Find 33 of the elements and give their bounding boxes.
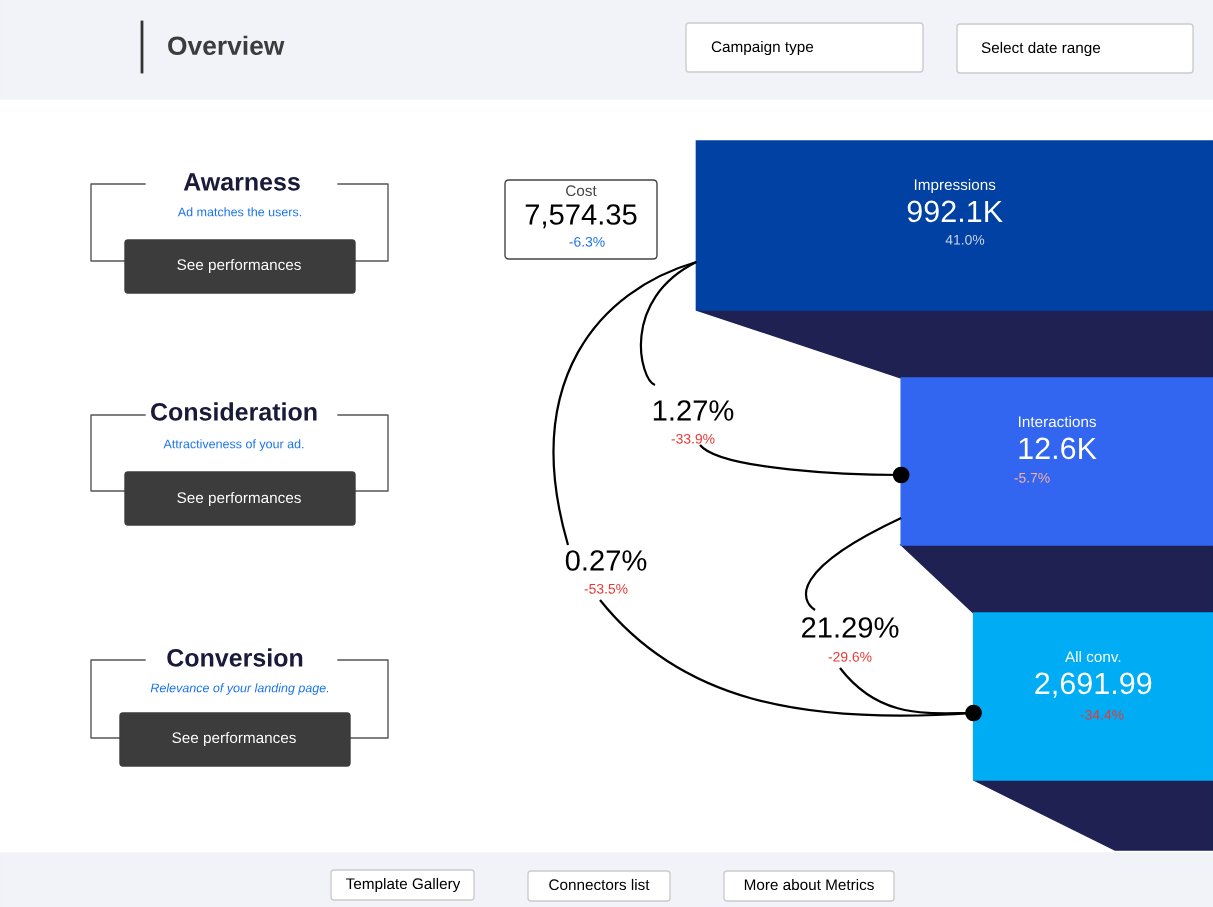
text: Conversion: [167, 648, 303, 667]
text: See performances: [177, 258, 301, 274]
text: 21.29%: [802, 617, 899, 638]
data-label: 992.1K: [907, 200, 1003, 223]
text: Overview: [168, 35, 285, 56]
category-label: Interactions: [1019, 415, 1097, 428]
text: -34.4%: [1080, 709, 1124, 720]
text: -29.6%: [828, 651, 872, 662]
text: 1.27%: [653, 400, 734, 421]
text: Relevance of your landing page.: [150, 683, 329, 695]
category-label: All conv.: [1065, 650, 1121, 663]
text: Cost: [566, 185, 597, 197]
text: Connectors list: [549, 878, 650, 891]
text: Awarness: [183, 173, 300, 191]
text: Attractiveness of your ad.: [163, 439, 304, 451]
text: Select date range: [981, 41, 1101, 57]
text: See performances: [172, 731, 296, 747]
text: -53.5%: [584, 583, 628, 594]
data-label: 12.6K: [1019, 437, 1097, 460]
category-label: Impressions: [914, 178, 996, 194]
data-label: 2,691.99: [1035, 672, 1152, 698]
text: Template Gallery: [346, 877, 461, 893]
text: Consideration: [151, 402, 317, 421]
text: See performances: [177, 491, 301, 507]
text: 41.0%: [945, 234, 985, 245]
text: Ad matches the users.: [177, 207, 302, 217]
text: -5.7%: [1014, 472, 1050, 483]
text: -6.3%: [569, 236, 605, 247]
text: 7,574.35: [525, 204, 637, 229]
text: More about Metrics: [744, 878, 874, 891]
text: Campaign type: [711, 40, 814, 56]
text: 0.27%: [565, 550, 647, 571]
text: -33.9%: [671, 433, 715, 444]
